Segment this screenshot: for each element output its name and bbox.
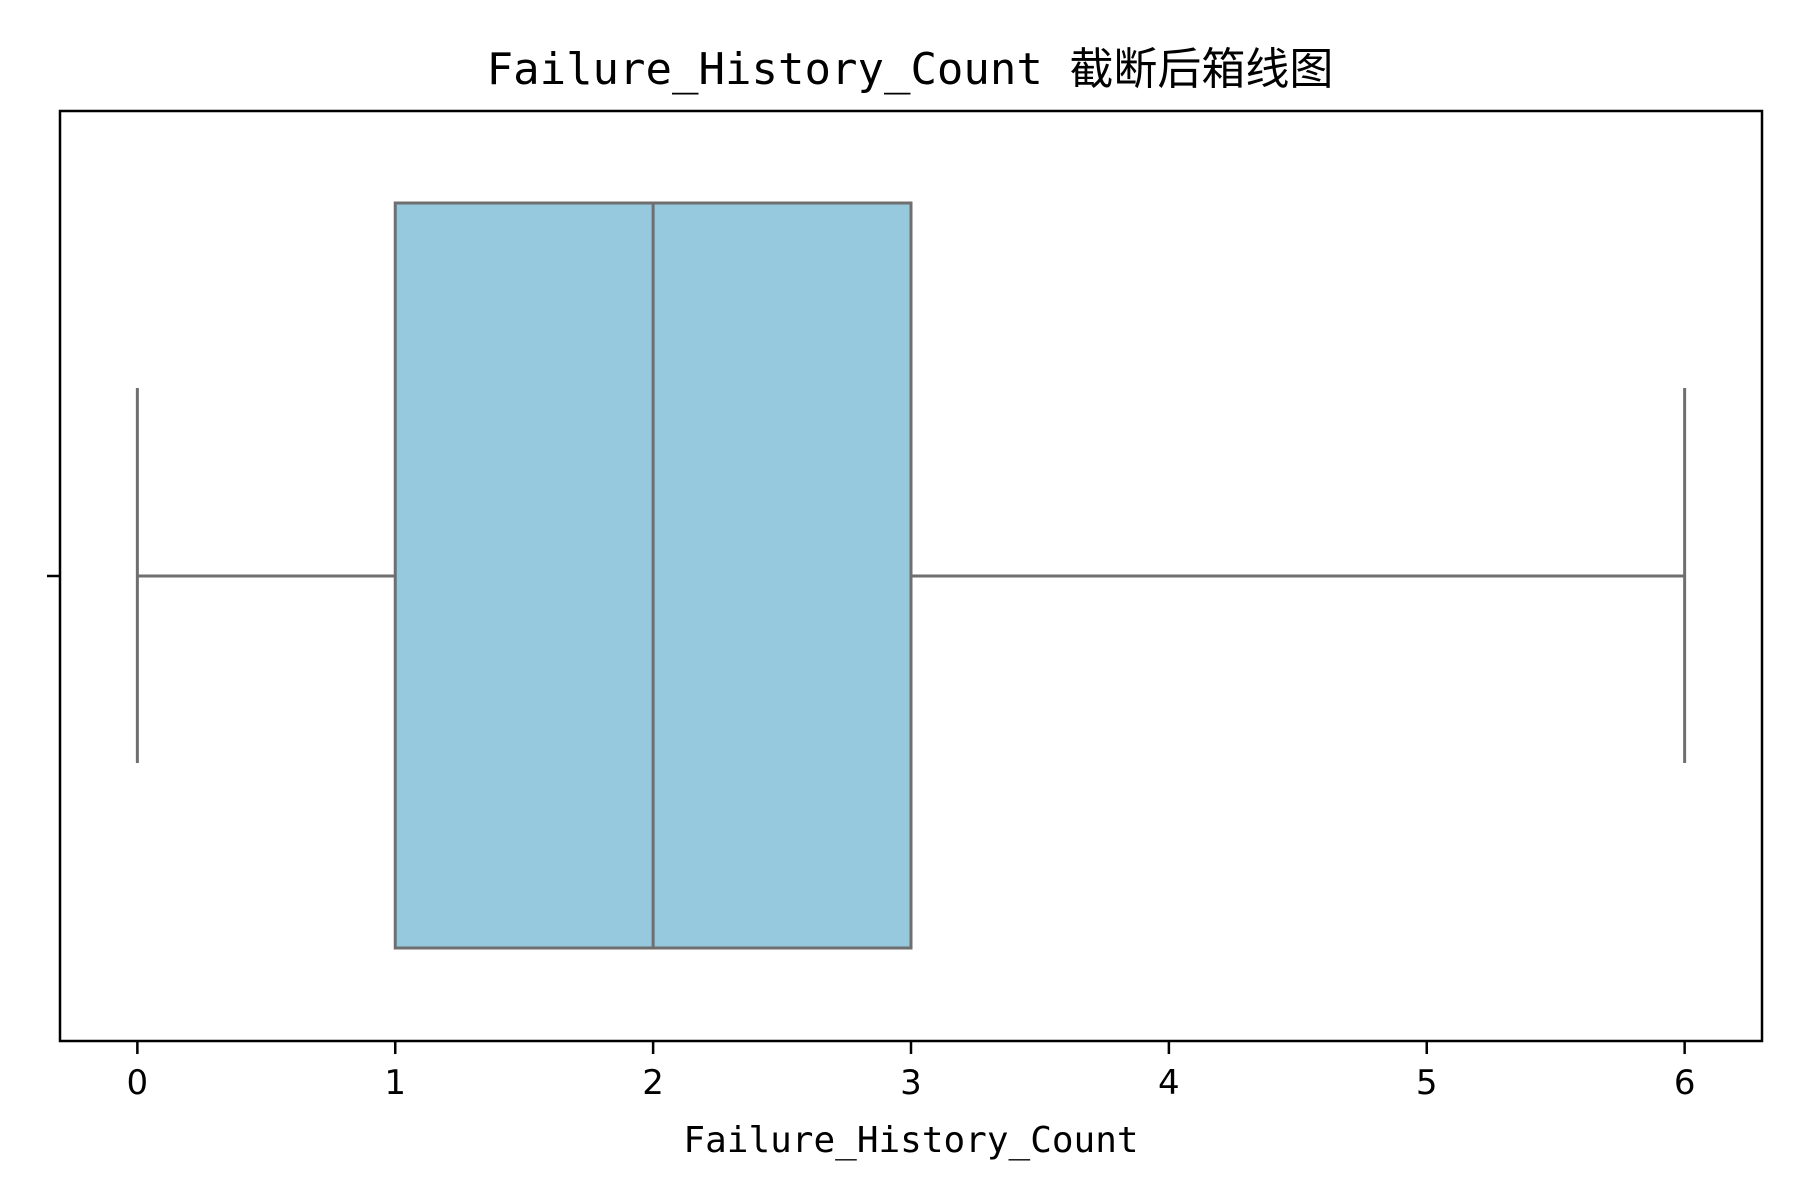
box-plot [135,201,1687,950]
x-axis-label: Failure_History_Count [683,1120,1138,1161]
x-tick-label: 5 [1416,1063,1438,1103]
x-axis-ticks: 0 1 2 3 4 5 6 [127,1041,1696,1103]
x-tick-label: 1 [384,1063,406,1103]
x-tick-label: 0 [127,1063,149,1103]
x-tick-label: 6 [1674,1063,1696,1103]
x-tick-label: 2 [642,1063,664,1103]
x-tick-label: 4 [1158,1063,1180,1103]
x-tick-label: 3 [900,1063,922,1103]
chart-title: Failure_History_Count 截断后箱线图 [487,44,1334,95]
